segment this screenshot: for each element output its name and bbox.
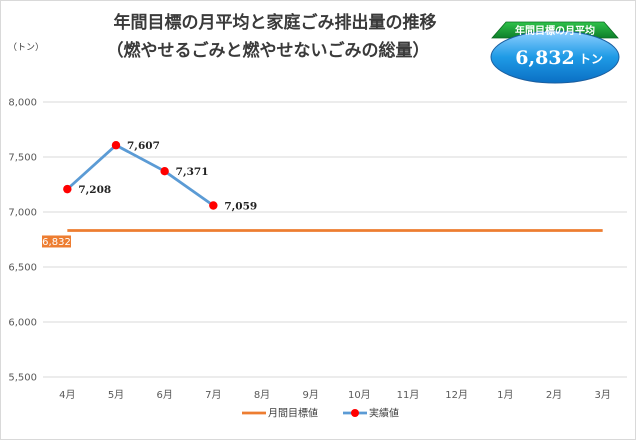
badge-caption: 年間目標の月平均 xyxy=(515,24,595,37)
actual-data-label: 7,371 xyxy=(176,166,209,178)
x-tick-label: 4月 xyxy=(59,389,75,401)
x-tick-label: 7月 xyxy=(205,389,221,401)
y-tick-label: 7,000 xyxy=(8,208,37,219)
x-tick-label: 2月 xyxy=(546,389,562,401)
actual-data-point xyxy=(63,184,72,194)
y-axis-unit: （トン） xyxy=(8,42,44,53)
x-tick-label: 11月 xyxy=(397,389,420,401)
target-badge: 年間目標の月平均 6,832 トン xyxy=(490,21,620,84)
actual-data-label: 7,059 xyxy=(224,201,257,213)
y-tick-label: 8,000 xyxy=(8,98,37,109)
actual-data-label: 7,607 xyxy=(127,140,160,152)
y-tick-label: 5,500 xyxy=(8,373,37,384)
legend-actual-label: 実績値 xyxy=(369,407,399,420)
badge-value: 6,832 xyxy=(515,47,575,69)
chart-subtitle: （燃やせるごみと燃やせないごみの総量） xyxy=(107,40,430,61)
y-tick-label: 6,500 xyxy=(8,263,37,274)
chart-title: 年間目標の月平均と家庭ごみ排出量の推移 xyxy=(114,12,437,33)
legend-actual-marker xyxy=(351,409,359,417)
x-tick-label: 9月 xyxy=(302,389,318,401)
actual-series-line xyxy=(66,143,215,207)
x-tick-label: 10月 xyxy=(348,389,371,401)
target-data-label-box xyxy=(42,235,71,248)
legend-target-label: 月間目標値 xyxy=(268,407,318,420)
actual-data-label: 7,208 xyxy=(78,184,111,196)
actual-data-point xyxy=(209,201,218,210)
badge-unit: トン xyxy=(579,52,603,66)
x-tick-label: 6月 xyxy=(156,389,172,401)
x-tick-label: 5月 xyxy=(108,389,124,401)
actual-data-point xyxy=(111,141,121,150)
y-tick-label: 6,000 xyxy=(8,318,37,329)
target-data-label: 6,832 xyxy=(42,237,71,248)
y-tick-label: 7,500 xyxy=(8,153,37,164)
badge-value-oval xyxy=(490,30,620,84)
actual-data-point xyxy=(160,166,169,176)
x-tick-label: 12月 xyxy=(445,389,468,401)
plot-area: 5,500 6,000 6,500 7,000 7,500 8,000 4月 5月 6月 7月 8月… xyxy=(8,98,627,401)
x-tick-label: 1月 xyxy=(497,389,513,401)
x-tick-label: 3月 xyxy=(594,389,610,401)
legend: 月間目標値 実績値 xyxy=(242,407,399,420)
x-tick-label: 8月 xyxy=(254,389,270,401)
